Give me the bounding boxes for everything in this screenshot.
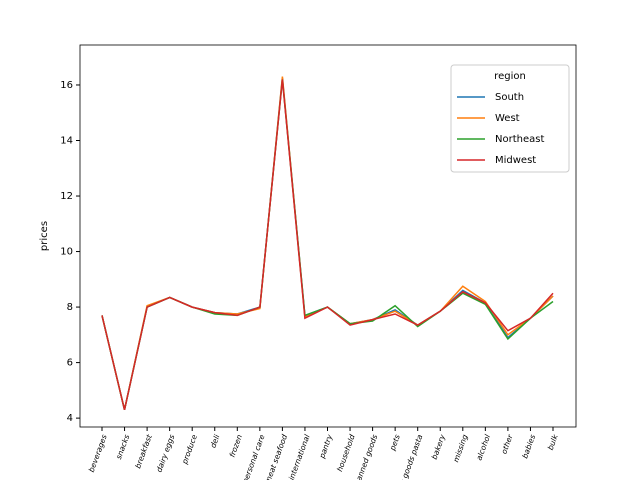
legend-label: Midwest [495,155,536,166]
plot-frame [79,44,577,428]
legend-label: Northeast [495,134,544,145]
y-tick-label: 8 [67,302,73,313]
y-tick-label: 4 [67,413,73,424]
y-axis-label: prices [39,221,50,251]
y-tick-label: 10 [60,247,73,258]
legend-title: region [494,71,526,82]
legend-box [450,64,570,173]
y-tick-label: 14 [60,136,73,147]
legend-label: West [495,113,520,124]
y-tick-label: 6 [67,358,73,369]
legend-label: South [495,92,524,103]
series-line [101,79,554,410]
y-tick-label: 16 [60,80,73,91]
y-tick-label: 12 [60,191,73,202]
